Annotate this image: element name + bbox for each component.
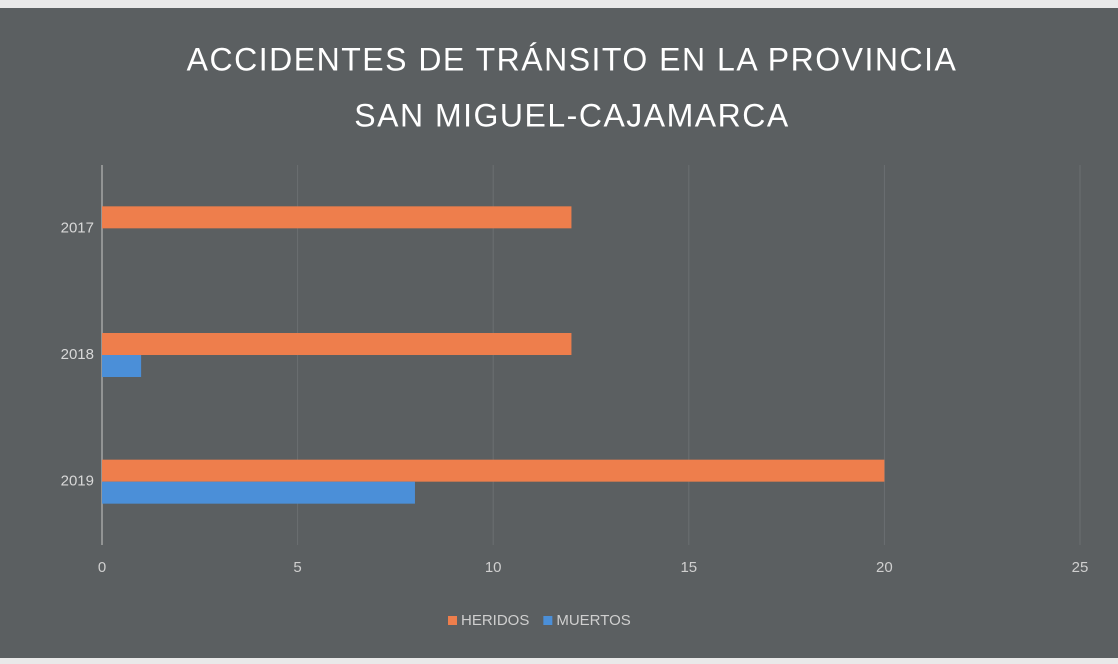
chart-title: ACCIDENTES DE TRÁNSITO EN LA PROVINCIA: [187, 41, 958, 77]
legend-label: HERIDOS: [461, 612, 529, 629]
legend-swatch: [448, 616, 457, 625]
x-tick-label: 10: [485, 559, 502, 576]
bar: [102, 481, 415, 504]
x-tick-label: 20: [876, 559, 893, 576]
bar: [102, 333, 572, 355]
bar: [102, 206, 572, 229]
legend-swatch: [543, 616, 553, 625]
bar: [102, 459, 885, 482]
chart-title: SAN MIGUEL-CAJAMARCA: [354, 97, 789, 133]
y-tick-label: 2017: [61, 219, 94, 236]
bar: [102, 355, 142, 377]
y-tick-label: 2018: [61, 346, 94, 363]
x-tick-label: 0: [98, 559, 106, 576]
x-tick-label: 5: [293, 559, 301, 576]
legend-label: MUERTOS: [556, 612, 630, 629]
y-tick-label: 2019: [61, 473, 94, 490]
x-tick-label: 15: [680, 559, 697, 576]
x-tick-label: 25: [1072, 559, 1089, 576]
